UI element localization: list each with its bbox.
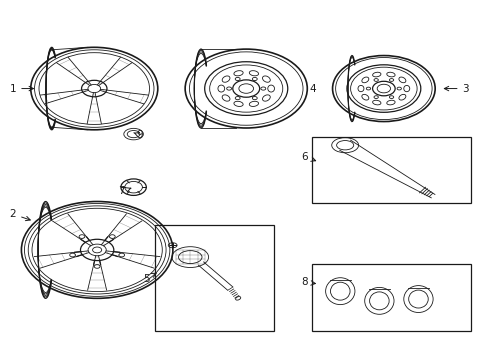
Text: 2: 2 (10, 209, 30, 221)
Text: 7: 7 (119, 186, 131, 197)
Text: 3: 3 (444, 84, 469, 94)
Text: 9: 9 (134, 130, 143, 140)
Text: 6: 6 (301, 152, 316, 162)
Text: 1: 1 (10, 84, 33, 94)
Text: 4: 4 (309, 84, 316, 94)
Bar (155, 225, 274, 330)
Text: 8: 8 (301, 277, 316, 287)
Text: 5: 5 (143, 273, 156, 284)
Bar (313, 137, 471, 203)
Bar (313, 264, 471, 330)
